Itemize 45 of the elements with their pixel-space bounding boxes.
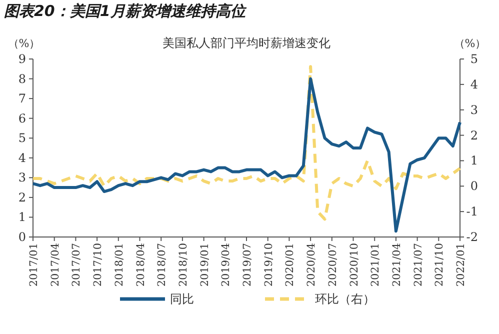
x-tick-label: 2017/01: [28, 243, 40, 287]
x-tick-label: 2017/07: [70, 243, 83, 287]
y-axis-title: （%）: [8, 37, 40, 50]
y-tick-label: 7: [18, 92, 26, 106]
legend-label: 同比: [170, 292, 194, 306]
x-tick-label: 2020/10: [348, 243, 360, 287]
x-tick-label: 2018/04: [134, 242, 147, 287]
x-tick-label: 2019/07: [242, 243, 254, 287]
x-tick-label: 2017/10: [92, 243, 104, 287]
y-tick-label: 1: [18, 210, 26, 224]
y-tick-label: 6: [18, 111, 26, 126]
y-tick-label: 0: [18, 230, 26, 244]
y2-tick-label: 1: [470, 154, 478, 168]
chart-title: 图表20：美国1月薪资增速维持高位: [4, 2, 248, 20]
y2-axis-title: （%）: [454, 37, 486, 50]
x-tick-label: 2020/04: [306, 242, 318, 287]
y2-tick-label: 5: [470, 52, 478, 66]
x-tick-label: 2018/07: [156, 243, 168, 287]
legend-label: 环比（右）: [315, 292, 375, 306]
y2-tick-label: 3: [470, 102, 478, 117]
y-tick-label: 9: [18, 52, 26, 66]
x-tick-label: 2021/01: [370, 243, 382, 287]
x-tick-label: 2020/07: [326, 243, 339, 287]
y2-tick-label: 0: [470, 179, 478, 194]
y2-tick-label: -1: [466, 204, 478, 219]
y-tick-label: 2: [18, 190, 26, 204]
y2-tick-label: -2: [466, 230, 478, 244]
x-tick-label: 2018/01: [113, 243, 126, 287]
x-tick-label: 2021/04: [390, 242, 403, 287]
x-tick-label: 2021/07: [412, 243, 424, 287]
y-tick-label: 4: [18, 150, 26, 165]
x-tick-label: 2019/01: [198, 243, 211, 287]
y2-tick-label: 2: [470, 128, 478, 142]
x-tick-label: 2019/04: [220, 242, 232, 287]
x-tick-label: 2018/10: [177, 243, 190, 287]
y2-tick-label: 4: [470, 77, 478, 92]
chart-subtitle: 美国私人部门平均时薪增速变化: [162, 36, 330, 50]
x-tick-label: 2020/01: [284, 243, 296, 287]
y-tick-label: 8: [18, 72, 26, 86]
y-tick-label: 5: [18, 131, 26, 146]
x-tick-label: 2021/10: [434, 243, 446, 287]
x-tick-label: 2019/10: [262, 243, 275, 287]
y-tick-label: 3: [18, 170, 26, 185]
x-tick-label: 2022/01: [455, 243, 467, 287]
x-tick-label: 2017/04: [49, 242, 62, 287]
